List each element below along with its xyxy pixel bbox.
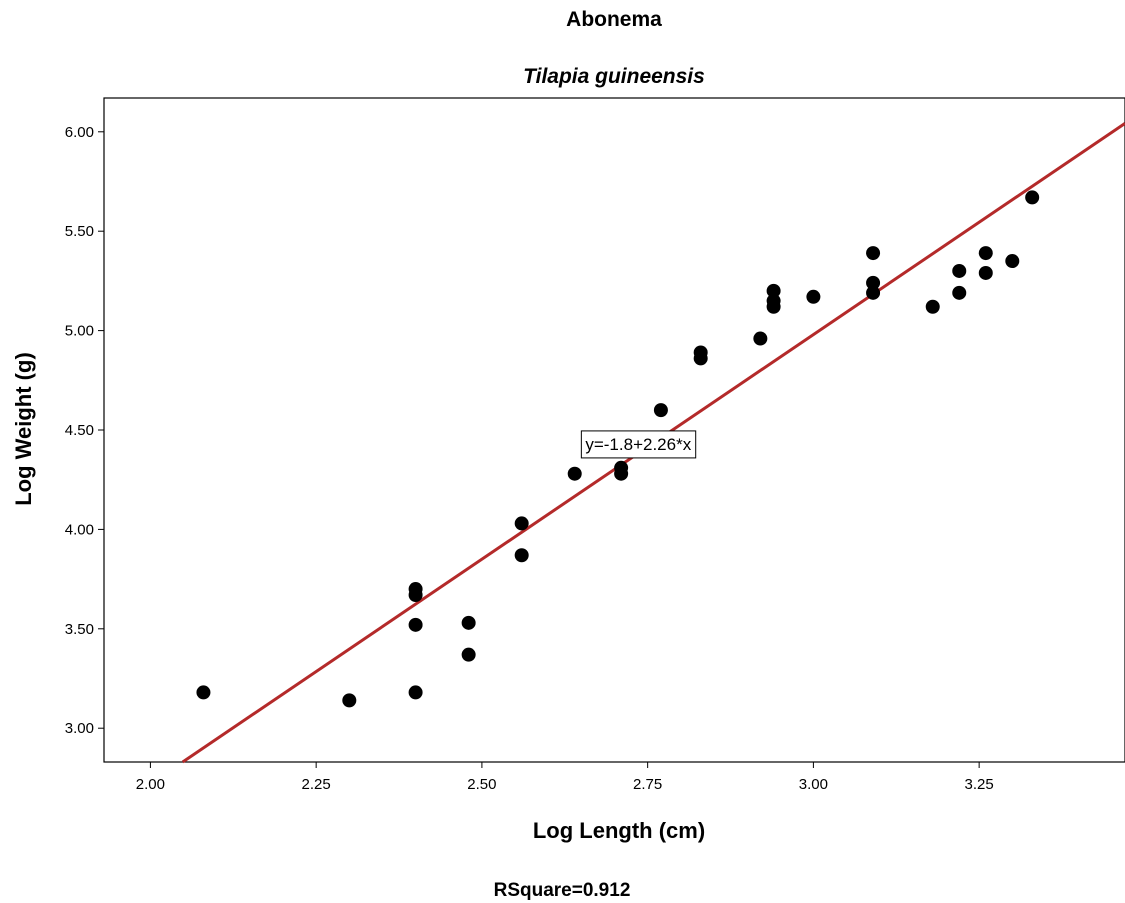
- data-point: [978, 246, 993, 261]
- data-point: [408, 685, 423, 700]
- data-point: [567, 466, 582, 481]
- fit-equation-box: y=-1.8+2.26*x: [580, 430, 697, 459]
- data-point: [925, 299, 940, 314]
- data-point: [1025, 190, 1040, 205]
- data-point: [514, 548, 529, 563]
- data-point: [408, 617, 423, 632]
- y-tick-label: 3.50: [65, 621, 94, 638]
- y-tick-label: 6.00: [65, 124, 94, 141]
- data-point: [766, 283, 781, 298]
- chart-title: Abonema: [566, 8, 662, 31]
- y-tick-label: 4.50: [65, 422, 94, 439]
- plot-frame: [103, 97, 1125, 763]
- data-point: [866, 246, 881, 261]
- chart-subtitle: Tilapia guineensis: [523, 65, 705, 88]
- data-point: [866, 285, 881, 300]
- x-axis: 2.00 2.25 2.50 2.75 3.00 3.25: [136, 762, 994, 793]
- x-tick-label: 2.50: [467, 776, 496, 793]
- r-square-label: RSquare=0.912: [494, 880, 631, 901]
- x-tick-label: 2.25: [302, 776, 331, 793]
- data-point: [866, 275, 881, 290]
- fit-equation-label: y=-1.8+2.26*x: [585, 435, 691, 454]
- x-tick-label: 2.75: [633, 776, 662, 793]
- y-tick-label: 5.50: [65, 223, 94, 240]
- data-point: [952, 263, 967, 278]
- y-tick-label: 3.00: [65, 720, 94, 737]
- y-axis-title: Log Weight (g): [11, 352, 36, 506]
- y-axis: 3.00 3.50 4.00 4.50 5.00 5.50 6.00: [65, 124, 104, 737]
- points-layer: [196, 190, 1040, 708]
- data-point: [614, 460, 629, 475]
- data-point: [461, 615, 476, 630]
- fit-equation-frame: [580, 430, 697, 459]
- data-point: [978, 265, 993, 280]
- data-point: [196, 685, 211, 700]
- data-point: [342, 693, 357, 708]
- x-tick-label: 2.00: [136, 776, 165, 793]
- x-tick-label: 3.25: [965, 776, 994, 793]
- data-point: [952, 285, 967, 300]
- y-tick-label: 4.00: [65, 521, 94, 538]
- data-point: [693, 345, 708, 360]
- data-point: [514, 516, 529, 531]
- x-axis-title: Log Length (cm): [533, 818, 705, 843]
- y-tick-label: 5.00: [65, 323, 94, 340]
- data-point: [653, 403, 668, 418]
- data-point: [461, 647, 476, 662]
- x-tick-label: 3.00: [799, 776, 828, 793]
- data-point: [408, 582, 423, 597]
- plot-area: [103, 97, 1125, 763]
- data-point: [806, 289, 821, 304]
- data-point: [766, 293, 781, 308]
- data-point: [753, 331, 768, 346]
- data-point: [1005, 254, 1020, 269]
